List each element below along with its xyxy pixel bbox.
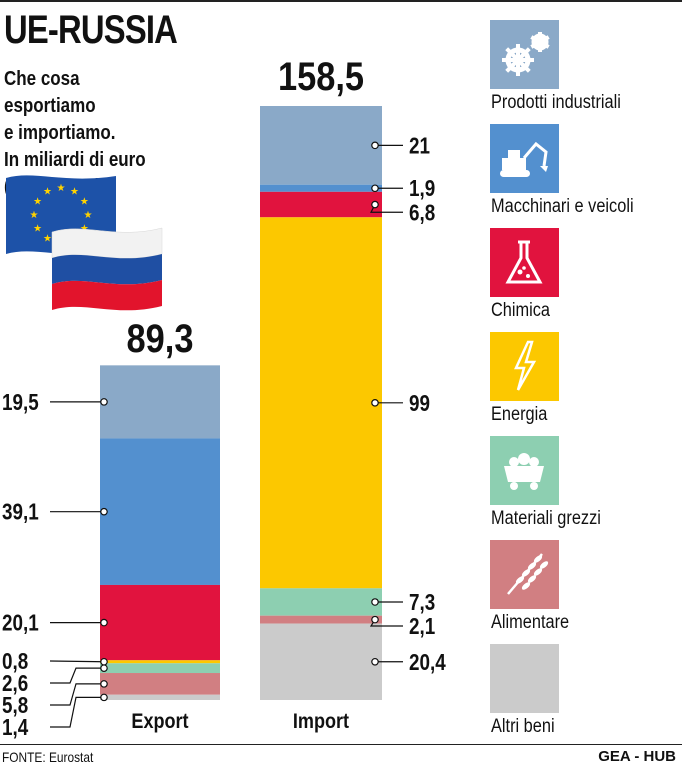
bar-export-prodotti <box>100 365 220 439</box>
legend-label-chimica: Chimica <box>491 300 551 321</box>
label-export-alimentare: 5,8 <box>2 693 28 718</box>
legend-label-altri: Altri beni <box>491 716 555 737</box>
label-export-energia-leader <box>49 660 105 663</box>
flag-star: ★ <box>30 210 39 221</box>
label-import-prodotti-dot <box>371 141 379 150</box>
category-label-import: Import <box>293 710 350 734</box>
legend-swatch-materiali <box>490 436 559 505</box>
legend-label-macchinari: Macchinari e veicoli <box>491 196 634 217</box>
label-export-altri: 1,4 <box>2 715 28 740</box>
bar-import-prodotti <box>260 106 382 185</box>
label-import-prodotti: 21 <box>409 134 430 159</box>
wheat-icon <box>507 553 549 595</box>
label-export-materiali-leader <box>50 667 104 684</box>
bar-import-energia <box>260 217 382 589</box>
label-import-altri: 20,4 <box>409 650 446 675</box>
bar-import-altri <box>260 623 382 700</box>
bar-export-materiali <box>100 663 220 674</box>
label-import-alimentare-dot <box>371 615 379 624</box>
label-export-materiali: 2,6 <box>2 671 28 696</box>
flag-star: ★ <box>33 224 42 235</box>
legend-swatch-altri <box>490 644 559 713</box>
label-export-macchinari-dot <box>100 507 108 516</box>
category-label-export: Export <box>131 710 189 734</box>
flag-star: ★ <box>43 233 52 244</box>
label-export-altri-dot <box>100 693 108 702</box>
gears-icon <box>502 32 550 76</box>
source-note: FONTE: Eurostat <box>2 749 94 765</box>
legend-swatch-prodotti <box>490 20 559 89</box>
total-export: 89,3 <box>127 316 194 361</box>
flag-star: ★ <box>84 210 93 221</box>
label-export-alimentare-dot <box>100 680 108 688</box>
label-import-energia-dot <box>371 399 379 407</box>
flag-star: ★ <box>70 187 79 198</box>
legend-swatch-alimentare <box>490 540 559 609</box>
flag-star: ★ <box>43 187 52 198</box>
credit-label: GEA - HUB <box>598 748 676 765</box>
label-export-chimica: 20,1 <box>2 611 39 636</box>
lightning-icon <box>514 340 537 391</box>
label-export-alimentare-leader <box>50 683 104 706</box>
label-import-energia: 99 <box>409 391 430 416</box>
label-import-chimica-dot <box>371 200 379 209</box>
label-import-macchinari-dot <box>371 184 379 193</box>
label-import-materiali: 7,3 <box>409 590 435 615</box>
bar-import-materiali <box>260 588 382 616</box>
page-title: UE-RUSSIA <box>4 8 178 52</box>
bar-export-alimentare <box>100 673 220 695</box>
russia-flag-icon <box>51 227 163 311</box>
bottom-rule <box>0 744 682 745</box>
flag-star: ★ <box>33 197 42 208</box>
flag-star: ★ <box>80 197 89 208</box>
label-export-materiali-dot <box>100 664 108 672</box>
label-import-altri-dot <box>371 657 379 666</box>
legend-label-prodotti: Prodotti industriali <box>491 92 621 113</box>
bar-export-energia <box>100 660 220 664</box>
bar-import-chimica <box>260 191 382 218</box>
legend-swatch-energia <box>490 332 559 401</box>
label-export-energia: 0,8 <box>2 649 28 674</box>
label-export-macchinari: 39,1 <box>2 500 39 525</box>
mine-cart-icon <box>504 453 544 490</box>
legend-label-materiali: Materiali grezzi <box>491 508 601 529</box>
bar-export-chimica <box>100 584 220 661</box>
flask-icon <box>505 240 543 284</box>
legend-swatch-macchinari <box>490 124 559 193</box>
excavator-icon <box>500 141 548 177</box>
top-rule <box>0 0 682 2</box>
bar-export-altri <box>100 694 220 700</box>
bar-import-alimentare <box>260 615 382 624</box>
label-import-alimentare: 2,1 <box>409 614 435 639</box>
label-export-prodotti-dot <box>100 398 108 406</box>
label-export-prodotti: 19,5 <box>2 390 39 415</box>
flag-star: ★ <box>57 183 66 194</box>
label-import-chimica: 6,8 <box>409 201 435 226</box>
eu-russia-flags: ★★★★★★★★★★★★ <box>6 175 163 311</box>
total-import: 158,5 <box>278 54 364 99</box>
label-import-materiali-dot <box>371 598 379 606</box>
bar-import-macchinari <box>260 184 382 192</box>
label-export-altri-leader <box>50 696 104 728</box>
legend-label-energia: Energia <box>491 404 548 425</box>
label-export-energia-dot <box>100 657 108 666</box>
legend-label-alimentare: Alimentare <box>491 612 570 633</box>
label-export-chimica-dot <box>100 618 108 627</box>
label-import-macchinari: 1,9 <box>409 177 435 202</box>
bar-export-macchinari <box>100 438 220 585</box>
legend-swatch-chimica <box>490 228 559 297</box>
